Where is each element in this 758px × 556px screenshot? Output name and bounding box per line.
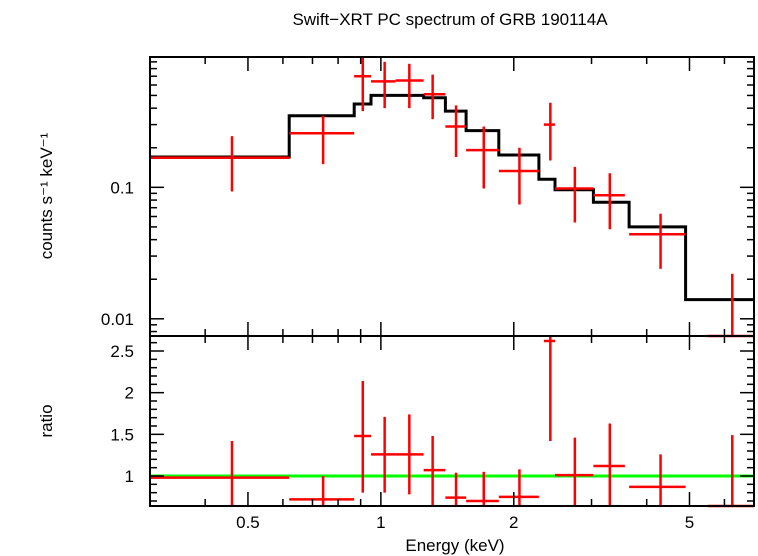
spectrum-data-point <box>445 105 467 158</box>
ratio-data-point <box>543 336 556 441</box>
ratio-y-tick-label: 2 <box>125 384 134 403</box>
ratio-data-point <box>629 454 686 506</box>
ratio-axes: 1 1.5 2 2.5 <box>110 335 755 507</box>
ratio-data-point <box>707 435 754 508</box>
ratio-y-axis-label: ratio <box>37 404 56 437</box>
spectrum-data-point <box>354 57 372 112</box>
spectrum-data-point <box>371 61 396 109</box>
ratio-data-point <box>555 437 594 506</box>
ratio-y-tick-label: 1 <box>125 467 134 486</box>
spectrum-data-points <box>150 57 754 338</box>
spectrum-y-tick-label: 0.01 <box>101 310 134 329</box>
model-step-path <box>150 93 754 302</box>
ratio-y-tick-label: 2.5 <box>110 342 134 361</box>
ratio-data-point <box>354 381 372 493</box>
spectrum-data-point <box>289 115 355 165</box>
ratio-data-points <box>150 336 754 508</box>
ratio-frame <box>149 335 755 507</box>
spectrum-data-point <box>555 166 594 223</box>
ratio-data-point <box>289 476 355 506</box>
ratio-data-point <box>593 423 625 506</box>
spectrum-data-point <box>543 102 556 161</box>
x-tick-label: 2 <box>509 513 518 532</box>
x-axis-label: Energy (keV) <box>405 536 504 555</box>
spectrum-data-point <box>466 126 499 189</box>
x-tick-label: 5 <box>685 513 694 532</box>
spectrum-data-point <box>150 136 290 192</box>
spectrum-data-point <box>707 273 754 338</box>
spectrum-data-point <box>498 147 539 205</box>
ratio-y-tick-label: 1.5 <box>110 425 134 444</box>
x-tick-labels: 0.5 1 2 5 <box>236 513 694 532</box>
spectrum-data-point <box>593 173 625 230</box>
ratio-data-point <box>371 416 396 493</box>
ratio-panel: 1 1.5 2 2.5 ratio <box>37 335 755 508</box>
spectrum-frame <box>149 56 755 337</box>
spectrum-data-point <box>629 213 686 269</box>
spectrum-y-tick-label: 0.1 <box>110 178 134 197</box>
ratio-data-point <box>466 471 499 506</box>
spectrum-y-axis-label: counts s⁻¹ keV⁻¹ <box>37 132 56 259</box>
spectrum-data-point <box>395 63 424 109</box>
x-tick-label: 0.5 <box>236 513 260 532</box>
spectrum-panel: 0.1 0.01 counts s⁻¹ keV⁻¹ <box>37 56 755 338</box>
ratio-data-point <box>150 441 290 506</box>
chart-title: Swift−XRT PC spectrum of GRB 190114A <box>292 10 608 29</box>
ratio-data-point <box>445 472 467 506</box>
x-tick-label: 1 <box>376 513 385 532</box>
ratio-data-point <box>423 436 446 506</box>
spectrum-data-point <box>423 74 446 120</box>
model-step-line <box>150 93 754 302</box>
ratio-data-point <box>498 469 539 506</box>
ratio-data-point <box>395 414 424 495</box>
